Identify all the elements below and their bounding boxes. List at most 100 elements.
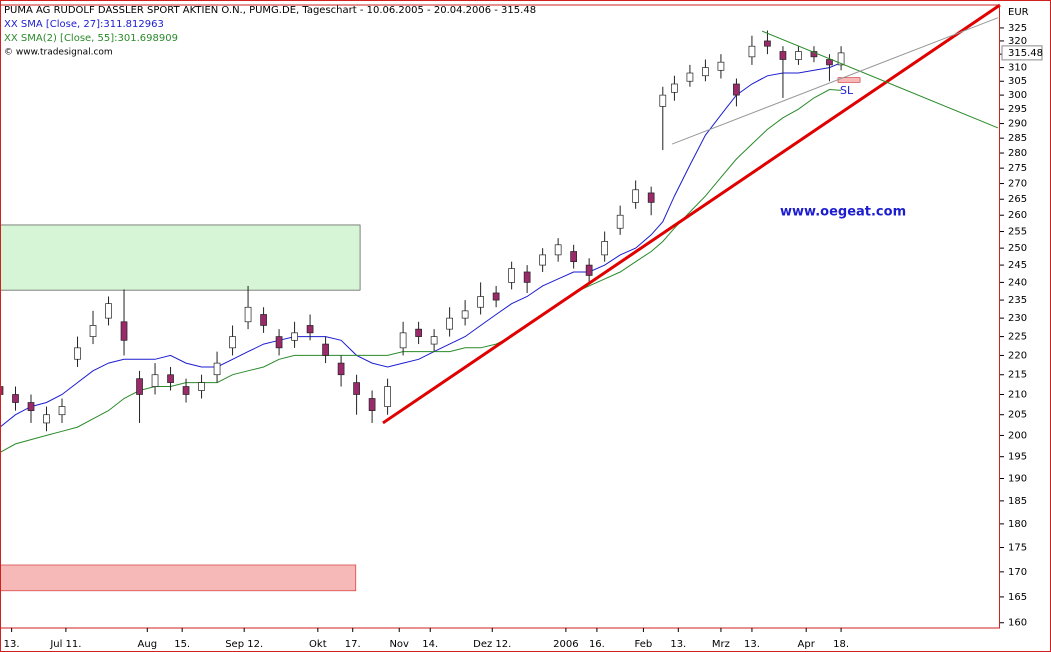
y-tick-label: 160 [1008,618,1027,629]
candle-body [508,268,515,283]
x-tick-label: Feb [635,639,653,650]
x-tick-label: Aug [138,639,158,650]
y-tick-label: 170 [1008,567,1027,578]
sma-line [0,62,842,428]
y-tick-label: 200 [1008,430,1027,441]
candle-body [748,45,756,58]
candle-body [384,386,391,407]
x-tick-label: Apr [798,639,816,650]
candle-body [198,382,205,391]
x-tick-label: 13. [4,639,20,650]
candle-body [337,362,345,376]
candle-body [810,51,818,58]
x-tick-label: Dez 12. [473,639,511,650]
x-tick-label: Mrz [712,639,730,650]
x-tick-label: 13. [670,639,686,650]
candle-body [461,310,469,319]
trend-line [382,3,1001,425]
candle-body [837,52,845,66]
candle-body [446,317,453,330]
last-value-box [1001,45,1043,61]
y-tick-label: 270 [1008,179,1027,190]
y-tick-label: 195 [1008,452,1027,463]
y-tick-label: 165 [1008,592,1027,603]
candle-body [368,398,376,411]
x-tick-label: Jul 11. [49,639,81,650]
plot-frame [0,4,1000,629]
y-tick-label: 280 [1008,148,1027,159]
y-tick-label: 320 [1008,36,1027,47]
candle-body [58,406,66,416]
candle-body [686,72,694,82]
marker-label: SL [840,84,854,97]
candle-body [353,382,360,395]
plot-area [0,3,1001,592]
x-tick-label: 15. [174,639,190,650]
y-tick-label: 250 [1008,243,1027,254]
credit: © www.tradesignal.com [4,48,113,58]
candle-body [671,83,678,93]
y-tick-label: 220 [1008,350,1027,361]
candle-body [151,374,159,387]
unit-label: EUR [1008,7,1029,18]
y-tick-label: 205 [1008,410,1027,421]
last-value-label: 315.48 [1008,48,1043,59]
candle-body [306,325,314,334]
y-tick-label: 245 [1008,260,1027,271]
y-tick-label: 260 [1008,210,1027,221]
x-tick-label: 13. [744,639,760,650]
x-tick-label: Nov [389,639,409,650]
x-tick-label: Sep 12. [225,639,263,650]
watermark: www.oegeat.com [780,205,906,220]
y-tick-label: 300 [1008,90,1027,101]
y-tick-label: 285 [1008,133,1027,144]
y-tick-label: 230 [1008,313,1027,324]
candle-body [647,192,655,203]
candle-body [570,251,577,263]
candle-body [105,303,112,319]
zone [0,224,361,291]
y-tick-label: 235 [1008,295,1027,306]
candle-body [213,362,221,376]
candle-body [795,51,802,60]
y-tick-label: 325 [1008,23,1027,34]
candle-body [659,94,667,107]
y-tick-label: 305 [1008,76,1027,87]
y-tick-label: 185 [1008,496,1027,507]
legend-entry: XX SMA(2) [Close, 55]:301.698909 [4,33,178,44]
y-tick-label: 240 [1008,277,1027,288]
candle-body [182,386,190,395]
candle-body [89,325,97,337]
y-tick-label: 265 [1008,194,1027,205]
candle-body [733,83,740,96]
candle-body [764,40,771,47]
candle-body [167,374,174,383]
candle-body [601,241,609,256]
y-tick-label: 310 [1008,63,1027,74]
y-tick-label: 215 [1008,370,1027,381]
candle-body [415,328,422,337]
candle-body [0,386,4,395]
candle-body [702,67,709,77]
y-tick-label: 295 [1008,104,1027,115]
candle-body [27,402,35,411]
candle-body [322,343,329,356]
x-tick-label: 16. [589,639,605,650]
y-tick-label: 275 [1008,163,1027,174]
y-tick-label: 290 [1008,119,1027,130]
candle-body [492,292,500,301]
candle-body [539,254,546,266]
candle-body [826,59,833,66]
x-tick-label: 18. [833,639,849,650]
trend-line [671,17,999,145]
y-tick-label: 175 [1008,543,1027,554]
y-tick-label: 255 [1008,227,1027,238]
y-tick-label: 180 [1008,519,1027,530]
x-tick-label: Okt [309,639,327,650]
x-tick-label: 14. [422,639,438,650]
candle-body [717,61,725,71]
candle-body [430,336,438,345]
x-tick-label: 17. [345,639,361,650]
candle-body [616,214,624,229]
y-tick-label: 225 [1008,332,1027,343]
